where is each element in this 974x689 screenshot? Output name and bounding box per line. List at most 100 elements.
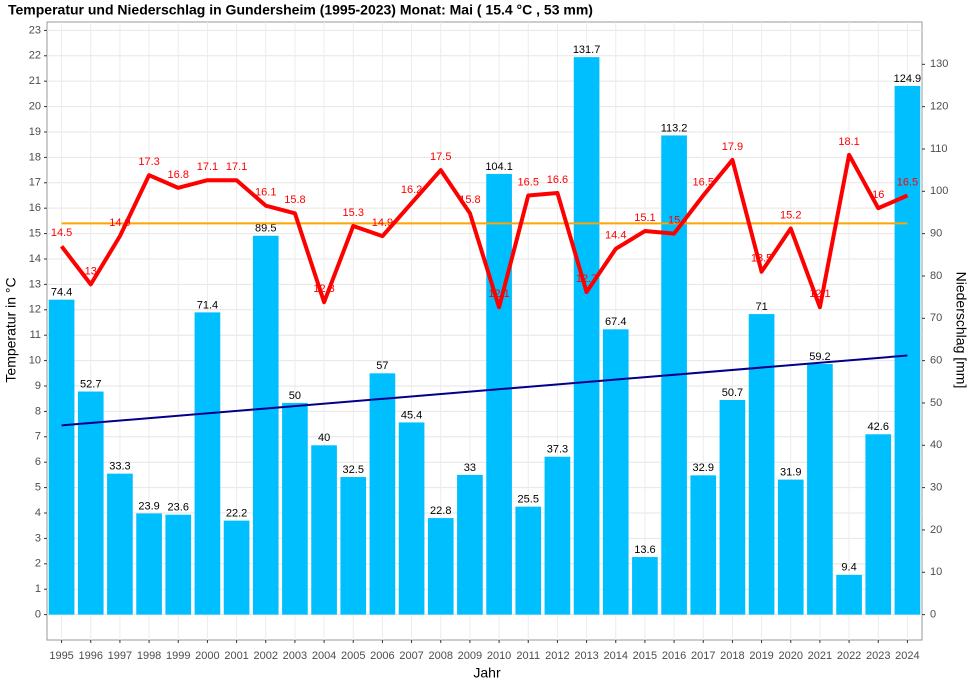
bar-value-label: 59.2 xyxy=(809,351,830,363)
y-tick-label: 16 xyxy=(29,202,41,214)
x-tick-label: 2004 xyxy=(312,650,336,662)
x-tick-label: 2013 xyxy=(574,650,598,662)
line-value-label: 15.1 xyxy=(634,212,655,224)
x-tick-label: 2001 xyxy=(224,650,248,662)
bar-value-label: 71 xyxy=(755,301,767,313)
bar-value-label: 57 xyxy=(376,360,388,372)
x-tick-label: 2011 xyxy=(516,650,540,662)
x-axis-label: Jahr xyxy=(473,665,501,681)
bar xyxy=(486,173,512,615)
line-value-label: 15.3 xyxy=(343,207,364,219)
y2-tick-label: 120 xyxy=(930,101,948,113)
line-value-label: 17.1 xyxy=(197,161,218,173)
y-tick-label: 13 xyxy=(29,278,41,290)
bar xyxy=(457,474,483,615)
y-tick-label: 10 xyxy=(29,354,41,366)
x-tick-label: 1997 xyxy=(108,650,132,662)
bar-value-label: 131.7 xyxy=(573,44,601,56)
bar xyxy=(632,557,658,615)
x-tick-label: 2024 xyxy=(895,650,919,662)
line-value-label: 16.5 xyxy=(693,176,714,188)
line-value-label: 18.1 xyxy=(838,136,859,148)
bar xyxy=(369,373,396,615)
bar xyxy=(807,364,833,615)
bar xyxy=(77,391,104,615)
y-tick-label: 5 xyxy=(35,482,41,494)
line-value-label: 15.8 xyxy=(284,194,305,206)
line-value-label: 17.1 xyxy=(226,161,247,173)
line-value-label: 14.4 xyxy=(605,230,626,242)
bar-value-label: 67.4 xyxy=(605,316,626,328)
y-axis-label: Temperatur in °C xyxy=(3,277,19,382)
x-tick-label: 2012 xyxy=(545,650,569,662)
y2-axis-label: Niederschlag [mm] xyxy=(953,272,969,389)
bar xyxy=(136,513,162,615)
y2-tick-label: 100 xyxy=(930,185,948,197)
x-tick-label: 2016 xyxy=(662,650,686,662)
y-tick-label: 11 xyxy=(30,329,41,341)
bar xyxy=(777,479,804,615)
line-value-label: 16.8 xyxy=(168,169,189,181)
line-value-label: 12.1 xyxy=(488,288,509,300)
bar-value-label: 22.8 xyxy=(430,505,451,517)
x-tick-label: 1998 xyxy=(137,650,161,662)
bar-value-label: 124.9 xyxy=(894,73,922,85)
line-value-label: 13.5 xyxy=(751,253,772,265)
bar xyxy=(282,402,308,615)
y2-tick-label: 60 xyxy=(930,355,942,367)
x-tick-label: 2023 xyxy=(866,650,890,662)
bar-value-label: 45.4 xyxy=(401,409,422,421)
bar xyxy=(165,514,192,615)
bar-value-label: 23.9 xyxy=(138,500,159,512)
x-tick-label: 1995 xyxy=(49,650,73,662)
bar-value-label: 37.3 xyxy=(547,444,568,456)
line-value-label: 17.9 xyxy=(722,141,743,153)
y-tick-label: 9 xyxy=(35,380,41,392)
bar xyxy=(719,399,746,615)
line-value-label: 17.3 xyxy=(138,156,159,168)
bar-value-label: 71.4 xyxy=(197,299,218,311)
chart-title: Temperatur und Niederschlag in Gundershe… xyxy=(8,2,593,18)
y2-tick-label: 110 xyxy=(930,143,948,155)
x-tick-label: 1999 xyxy=(166,650,190,662)
bar xyxy=(252,235,279,615)
x-tick-label: 2008 xyxy=(429,650,453,662)
y-tick-label: 0 xyxy=(35,609,41,621)
line-value-label: 14.9 xyxy=(109,217,130,229)
bar-value-label: 50.7 xyxy=(722,387,743,399)
bar xyxy=(311,445,337,615)
line-value-label: 16.5 xyxy=(897,176,918,188)
y2-tick-label: 30 xyxy=(930,482,942,494)
x-tick-label: 2000 xyxy=(195,650,219,662)
line-value-label: 13 xyxy=(85,265,97,277)
x-tick-label: 2014 xyxy=(604,650,628,662)
x-tick-label: 2020 xyxy=(779,650,803,662)
bar xyxy=(107,473,133,615)
bar-value-label: 13.6 xyxy=(634,544,655,556)
y2-tick-label: 90 xyxy=(930,228,942,240)
line-value-label: 14.5 xyxy=(51,227,72,239)
bar-value-label: 23.6 xyxy=(168,502,189,514)
line-value-label: 16.2 xyxy=(401,184,422,196)
y-tick-label: 14 xyxy=(29,253,41,265)
x-tick-label: 2002 xyxy=(254,650,278,662)
line-value-label: 15.2 xyxy=(780,209,801,221)
bar xyxy=(544,456,571,615)
bar-value-label: 33 xyxy=(464,462,476,474)
y2-tick-label: 10 xyxy=(930,566,942,578)
bar xyxy=(48,299,75,615)
bar-value-label: 33.3 xyxy=(109,461,130,473)
bar-value-label: 40 xyxy=(318,432,330,444)
line-value-label: 14.9 xyxy=(372,217,393,229)
line-value-label: 12.3 xyxy=(313,283,334,295)
bar xyxy=(340,477,367,615)
bar xyxy=(515,506,542,615)
y-tick-label: 18 xyxy=(29,151,41,163)
bar-value-label: 74.4 xyxy=(51,287,72,299)
bar-value-label: 32.9 xyxy=(693,462,714,474)
y2-tick-label: 130 xyxy=(930,58,948,70)
y-tick-label: 19 xyxy=(29,126,41,138)
line-value-label: 12.1 xyxy=(809,288,830,300)
y2-tick-label: 40 xyxy=(930,439,942,451)
bar xyxy=(398,422,425,615)
